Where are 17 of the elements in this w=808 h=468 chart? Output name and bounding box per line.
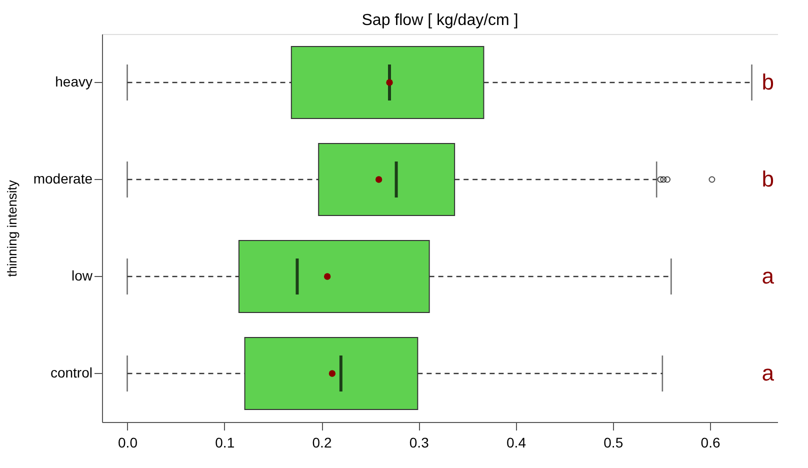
y-tick-label: moderate <box>33 170 93 186</box>
y-tick-label: low <box>71 268 94 284</box>
x-tick-label: 0.4 <box>506 434 526 450</box>
x-tick-label: 0.5 <box>604 434 624 450</box>
x-tick-label: 0.2 <box>312 434 332 450</box>
y-axis-title: thinning intensity <box>4 180 20 277</box>
y-tick-label: control <box>50 364 92 380</box>
annotation: a <box>762 360 775 386</box>
x-tick-label: 0.0 <box>118 434 138 450</box>
annotation: a <box>762 264 775 288</box>
x-tick-label: 0.6 <box>700 434 720 450</box>
x-tick-label: 0.1 <box>215 434 235 450</box>
annotation: b <box>762 166 774 192</box>
y-tick-label: heavy <box>55 74 92 90</box>
annotation: b <box>762 70 774 94</box>
x-tick-label: 0.3 <box>409 434 430 450</box>
chart-title: Sap flow [ kg/day/cm ] <box>362 12 518 29</box>
